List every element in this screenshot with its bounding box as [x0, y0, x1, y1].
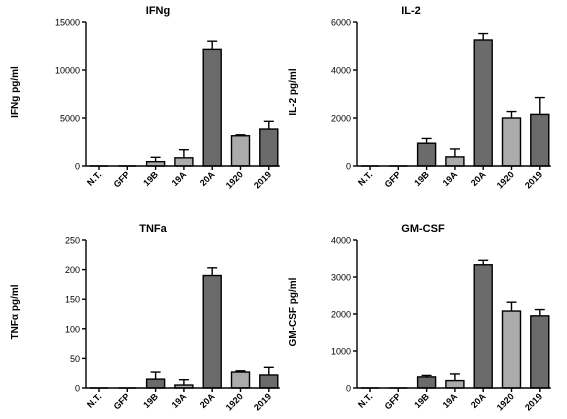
- y-tick-label: 0: [75, 384, 80, 394]
- error-bar: [150, 156, 161, 162]
- bar: [473, 39, 493, 167]
- x-tick-label: 1920: [224, 391, 245, 412]
- x-tick-label: 1920: [224, 169, 245, 190]
- x-tick-label: N.T.: [356, 169, 374, 187]
- error-bar: [263, 120, 274, 130]
- error-bar: [534, 96, 545, 115]
- bar: [202, 48, 222, 167]
- chart-panel: IFNg IFNg pg/ml N.T. GFP 19B 19A 20A 1920 2019 0 5…: [10, 5, 280, 191]
- x-tick-label: 19A: [441, 391, 460, 410]
- y-tick-label: 250: [65, 236, 80, 246]
- x-tick-label: 2019: [523, 391, 544, 412]
- x-tick-label: 20A: [198, 169, 217, 188]
- bar: [259, 128, 279, 167]
- error-bar: [506, 110, 517, 118]
- bar: [501, 310, 522, 389]
- chart-title: IFNg: [146, 5, 170, 17]
- y-tick-label: 200: [65, 265, 80, 275]
- x-tick-label: 19B: [412, 391, 431, 410]
- bar: [501, 117, 522, 167]
- chart-title: GM-CSF: [401, 223, 445, 235]
- x-tick-label: 20A: [198, 391, 217, 410]
- y-tick-label: 150: [65, 295, 80, 305]
- error-bar: [150, 371, 161, 380]
- error-bar: [421, 374, 432, 377]
- x-tick-label: GFP: [383, 169, 403, 189]
- chart-panel: GM-CSF GM-CSF pg/ml N.T. GFP 19B 19A 20A 1920 20…: [288, 223, 551, 413]
- x-tick-label: 19A: [441, 169, 460, 188]
- bar: [473, 264, 493, 389]
- bar: [416, 142, 437, 167]
- chart-panel: IL-2 IL-2 pg/ml N.T. GFP 19B 19A 20A 1920 2019 0 2…: [288, 5, 551, 191]
- x-tick-label: 19B: [412, 169, 431, 188]
- error-bar: [178, 148, 189, 158]
- x-tick-label: GFP: [383, 391, 403, 411]
- x-tick-label: 19A: [170, 391, 189, 410]
- error-bar: [207, 40, 218, 50]
- y-tick-label: 3000: [331, 273, 351, 283]
- error-bar: [478, 259, 489, 265]
- x-tick-label: 20A: [469, 169, 488, 188]
- y-tick-label: 100: [65, 324, 80, 334]
- y-tick-label: 5000: [60, 114, 80, 124]
- error-bar: [449, 148, 460, 157]
- x-tick-label: 19B: [141, 169, 160, 188]
- x-tick-label: N.T.: [85, 169, 103, 187]
- y-axis-label: IL-2 pg/ml: [288, 68, 299, 115]
- bar: [530, 315, 550, 389]
- error-bar: [235, 370, 246, 373]
- x-tick-label: 2019: [252, 169, 273, 190]
- x-tick-label: N.T.: [356, 391, 374, 409]
- y-tick-label: 2000: [331, 310, 351, 320]
- error-bar: [263, 366, 274, 375]
- bar: [259, 374, 279, 389]
- y-tick-label: 15000: [55, 18, 80, 28]
- y-tick-label: 6000: [331, 18, 351, 28]
- x-tick-label: 19B: [141, 391, 160, 410]
- x-tick-label: 1920: [495, 391, 516, 412]
- bar: [445, 156, 465, 167]
- chart-title: TNFa: [139, 223, 167, 235]
- x-tick-label: 1920: [495, 169, 516, 190]
- bar: [416, 376, 437, 389]
- x-tick-label: GFP: [112, 391, 132, 411]
- y-tick-label: 0: [75, 162, 80, 172]
- y-axis-label: TNFα pg/ml: [10, 284, 21, 339]
- error-bar: [207, 267, 218, 276]
- bar: [145, 378, 166, 389]
- error-bar: [478, 32, 489, 40]
- y-tick-label: 10000: [55, 66, 80, 76]
- x-tick-label: 2019: [523, 169, 544, 190]
- error-bar: [534, 308, 545, 316]
- bar: [230, 135, 251, 167]
- x-tick-label: 20A: [469, 391, 488, 410]
- y-tick-label: 0: [346, 162, 351, 172]
- y-axis-label: IFNg pg/ml: [10, 66, 21, 118]
- bar: [174, 157, 194, 167]
- bar: [230, 371, 251, 389]
- bar: [202, 274, 222, 389]
- error-bar: [506, 301, 517, 312]
- error-bar: [421, 137, 432, 144]
- error-bar: [178, 379, 189, 386]
- y-tick-label: 4000: [331, 66, 351, 76]
- x-tick-label: 19A: [170, 169, 189, 188]
- x-tick-label: N.T.: [85, 391, 103, 409]
- bar: [530, 113, 550, 167]
- y-tick-label: 1000: [331, 347, 351, 357]
- y-tick-label: 2000: [331, 114, 351, 124]
- y-tick-label: 0: [346, 384, 351, 394]
- chart-title: IL-2: [401, 5, 421, 17]
- y-axis-label: GM-CSF pg/ml: [288, 277, 299, 346]
- y-tick-label: 50: [70, 354, 80, 364]
- error-bar: [235, 134, 246, 136]
- error-bar: [449, 373, 460, 381]
- bar: [445, 379, 465, 389]
- y-tick-label: 4000: [331, 236, 351, 246]
- x-tick-label: 2019: [252, 391, 273, 412]
- x-tick-label: GFP: [112, 169, 132, 189]
- chart-panel: TNFa TNFα pg/ml N.T. GFP 19B 19A 20A 1920 2019 0 5…: [10, 223, 280, 413]
